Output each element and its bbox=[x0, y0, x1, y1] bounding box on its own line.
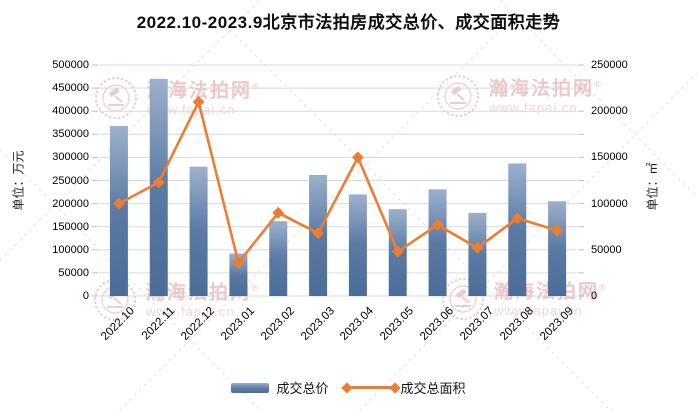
left-axis-tick-label: 350000 bbox=[52, 128, 89, 141]
line-point-2023.08 bbox=[511, 212, 524, 225]
legend-line-swatch-icon bbox=[340, 381, 401, 394]
bar-2023.02 bbox=[269, 221, 288, 296]
left-axis-tick-label: 100000 bbox=[52, 243, 89, 256]
right-axis-tick-label: 150000 bbox=[591, 151, 628, 164]
bar-2023.07 bbox=[468, 212, 487, 296]
bar-2023.09 bbox=[548, 201, 567, 296]
line-point-2023.04 bbox=[352, 151, 364, 164]
line-成交总面积 bbox=[118, 100, 558, 265]
line-point-2023.06 bbox=[431, 218, 444, 231]
left-axis-tick-label: 450000 bbox=[52, 82, 89, 95]
bar-2022.10 bbox=[109, 125, 128, 296]
left-axis-tick-label: 50000 bbox=[58, 266, 89, 279]
line-point-2023.07 bbox=[471, 242, 484, 254]
left-axis-tick-label: 0 bbox=[82, 290, 89, 302]
legend-bar-swatch-icon bbox=[231, 382, 270, 393]
line-series bbox=[113, 96, 563, 269]
left-axis-tick-label: 200000 bbox=[52, 197, 89, 210]
gridlines bbox=[92, 64, 584, 297]
left-axis-tick-label: 150000 bbox=[52, 220, 89, 233]
left-axis-tick-label: 250000 bbox=[52, 174, 89, 187]
line-point-2023.05 bbox=[391, 245, 404, 258]
line-point-2022.12 bbox=[192, 96, 205, 108]
line-point-2023.01 bbox=[232, 256, 245, 269]
right-axis-tick-label: 250000 bbox=[591, 59, 628, 71]
line-point-2023.03 bbox=[312, 227, 324, 240]
legend-bar-label: 成交总价 bbox=[276, 381, 329, 396]
diamond-marker-icon bbox=[340, 381, 353, 394]
line-point-2022.11 bbox=[152, 176, 165, 189]
bar-2023.04 bbox=[348, 194, 367, 296]
left-axis-tick-label: 400000 bbox=[52, 105, 89, 118]
left-axis-tick-label: 300000 bbox=[52, 151, 89, 164]
left-axis-title: 单位：万元 bbox=[11, 150, 26, 211]
line-point-2023.02 bbox=[272, 206, 285, 219]
chart-title: 2022.10-2023.9北京市法拍房成交总价、成交面积走势 bbox=[136, 13, 561, 32]
diamond-marker-icon bbox=[388, 381, 401, 394]
legend-line-label: 成交总面积 bbox=[400, 381, 466, 396]
bar-2023.08 bbox=[508, 163, 527, 296]
legend-line-segment bbox=[350, 386, 391, 389]
right-axis-tick-label: 200000 bbox=[591, 105, 628, 118]
bar-2023.06 bbox=[428, 189, 447, 296]
left-axis-tick-label: 500000 bbox=[52, 59, 89, 71]
right-axis-tick-label: 100000 bbox=[591, 197, 628, 210]
line-point-2022.10 bbox=[113, 197, 125, 210]
legend: 成交总价 成交总面积 bbox=[0, 378, 697, 397]
bar-2022.12 bbox=[189, 166, 208, 296]
right-axis-tick-label: 0 bbox=[591, 290, 598, 302]
right-axis-tick-label: 50000 bbox=[591, 243, 622, 256]
line-point-2023.09 bbox=[551, 224, 563, 237]
right-axis-title: 单位：㎡ bbox=[645, 162, 660, 211]
